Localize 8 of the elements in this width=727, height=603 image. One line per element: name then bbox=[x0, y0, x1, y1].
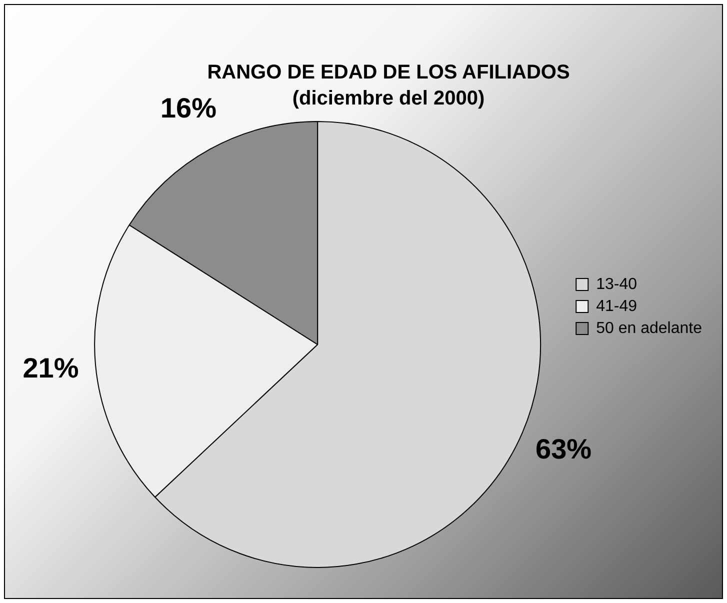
data-label: 16% bbox=[160, 92, 217, 124]
legend-label: 41-49 bbox=[596, 298, 638, 315]
legend-label: 13-40 bbox=[596, 276, 638, 293]
chart-title: RANGO DE EDAD DE LOS AFILIADOS bbox=[207, 62, 570, 84]
data-label: 21% bbox=[22, 352, 79, 384]
data-label: 63% bbox=[535, 434, 592, 465]
chart-subtitle: (diciembre del 2000) bbox=[292, 88, 485, 110]
legend-label: 50 en adelante bbox=[596, 320, 702, 337]
